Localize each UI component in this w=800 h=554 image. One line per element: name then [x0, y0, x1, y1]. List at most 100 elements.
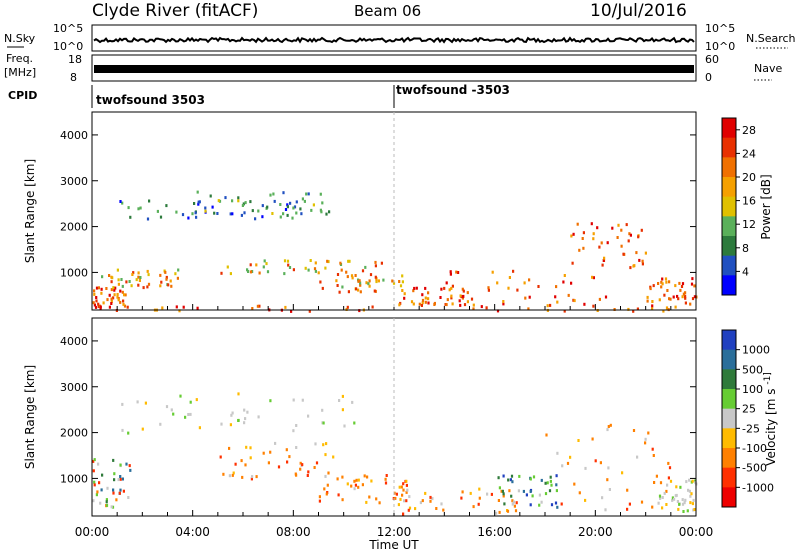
power-colorbar-block	[722, 157, 736, 178]
velocity-data-point	[689, 494, 692, 498]
velocity-data-point	[607, 425, 610, 428]
power-data-point	[292, 206, 295, 210]
velocity-data-point	[653, 481, 656, 484]
nsearch-label: N.Search	[746, 32, 796, 45]
power-data-point	[165, 204, 168, 208]
power-data-point	[641, 262, 644, 266]
velocity-data-point	[414, 507, 417, 511]
velocity-data-point	[341, 498, 344, 502]
power-data-point	[194, 211, 197, 215]
power-data-point	[371, 305, 374, 309]
power-data-point	[137, 271, 140, 275]
power-data-point	[167, 283, 170, 287]
power-data-point	[312, 203, 315, 207]
power-data-point	[446, 298, 449, 302]
power-data-point	[119, 300, 122, 304]
velocity-data-point	[529, 490, 532, 493]
velocity-data-point	[363, 474, 366, 478]
power-data-point	[527, 307, 530, 311]
velocity-data-point	[237, 419, 240, 422]
velocity-data-point	[400, 485, 403, 489]
velocity-data-point	[408, 495, 411, 499]
power-data-point	[117, 298, 120, 302]
power-data-point	[459, 303, 462, 307]
power-data-point	[286, 213, 289, 217]
power-data-point	[324, 266, 327, 270]
power-data-point	[412, 289, 415, 293]
power-data-point	[340, 268, 343, 272]
power-data-point	[398, 303, 401, 307]
velocity-data-point	[141, 427, 144, 431]
power-data-point	[97, 286, 100, 290]
velocity-data-point	[105, 500, 108, 504]
power-data-point	[367, 282, 370, 286]
velocity-x-axis: 00:00 04:00 08:00 12:00 16:00 20:00 00:00	[75, 510, 713, 539]
power-data-point	[457, 271, 460, 274]
velocity-data-point	[100, 488, 103, 492]
power-data-point	[401, 289, 404, 292]
power-data-point	[382, 278, 385, 282]
power-data-point	[487, 286, 490, 290]
date-title: 10/Jul/2016	[590, 1, 687, 21]
power-colorbar-tick-label: 16	[742, 195, 756, 208]
power-data-point	[661, 277, 664, 281]
velocity-colorbar-block	[722, 389, 736, 410]
velocity-data-point	[677, 507, 680, 511]
velocity-data-point	[195, 398, 198, 402]
power-data-point	[374, 275, 377, 279]
power-data-point	[265, 262, 268, 266]
power-data-point	[424, 296, 427, 300]
velocity-data-point	[357, 478, 360, 482]
nave-tick-top: 60	[705, 53, 719, 66]
velocity-data-point	[538, 493, 541, 497]
velocity-data-point	[679, 485, 682, 489]
power-data-point	[121, 284, 124, 288]
power-data-point	[567, 293, 570, 297]
power-data-point	[196, 190, 199, 194]
power-data-point	[546, 304, 549, 308]
power-data-point	[262, 265, 265, 269]
velocity-data-point	[561, 464, 564, 468]
power-data-point	[175, 305, 178, 309]
power-ytick-label: 4000	[60, 129, 88, 142]
velocity-data-point	[332, 455, 335, 459]
power-data-point	[472, 307, 475, 311]
velocity-data-point	[626, 488, 629, 492]
velocity-data-point	[113, 478, 116, 482]
velocity-data-point	[498, 510, 501, 514]
velocity-data-point	[322, 421, 325, 425]
velocity-data-point	[397, 503, 400, 507]
power-data-point	[117, 278, 120, 282]
time-axis-label: Time UT	[368, 538, 419, 552]
velocity-data-point	[301, 398, 304, 402]
power-data-point	[651, 300, 654, 303]
power-data-point	[288, 266, 292, 269]
power-data-point	[658, 298, 661, 302]
power-data-point	[138, 279, 141, 282]
power-data-point	[112, 296, 115, 300]
power-data-point	[427, 297, 430, 301]
power-data-point	[116, 268, 119, 272]
nsky-noise-line	[93, 36, 695, 44]
power-data-point	[462, 294, 465, 298]
velocity-data-point	[243, 408, 246, 412]
velocity-data-point	[285, 448, 288, 452]
velocity-data-point	[355, 478, 358, 482]
velocity-data-point	[681, 498, 684, 502]
velocity-data-point	[128, 464, 131, 468]
power-data-point	[266, 270, 270, 274]
power-data-point	[604, 295, 608, 299]
power-data-point	[242, 202, 245, 206]
velocity-data-point	[129, 468, 132, 472]
nsearch-tick-bottom: 10^0	[705, 40, 735, 53]
power-data-point	[174, 272, 177, 276]
power-data-point	[677, 297, 680, 301]
power-data-point	[678, 281, 681, 285]
velocity-data-point	[671, 498, 674, 502]
cpid-label: CPID	[8, 89, 37, 102]
velocity-data-point	[351, 400, 354, 404]
power-data-point	[244, 201, 247, 205]
velocity-colorbar-block	[722, 408, 736, 429]
power-data-point	[347, 259, 350, 263]
velocity-data-point	[274, 441, 277, 445]
